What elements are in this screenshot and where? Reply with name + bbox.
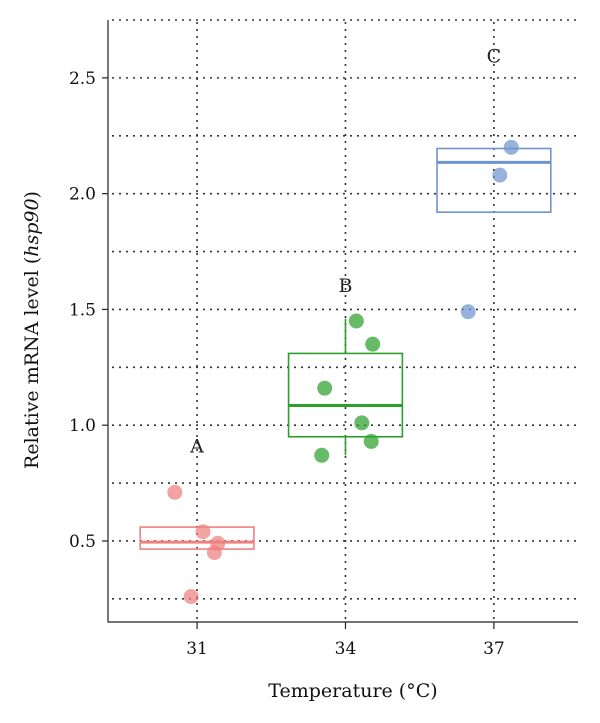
- data-point: [460, 304, 476, 320]
- data-point: [363, 433, 379, 449]
- y-axis-title-suffix: ): [21, 191, 43, 198]
- x-axis-title: Temperature (°C): [268, 680, 437, 702]
- significance-letter: C: [487, 45, 502, 67]
- box-34: [287, 352, 404, 438]
- y-axis-title: Relative mRNA level (hsp90): [21, 191, 43, 469]
- x-tick-label: 37: [483, 639, 505, 659]
- data-point: [206, 545, 222, 561]
- x-tick-label: 34: [335, 639, 357, 659]
- data-point: [195, 524, 211, 540]
- data-point: [492, 167, 508, 183]
- y-tick-label: 2.5: [69, 69, 96, 89]
- label-layer: Temperature (°C) Relative mRNA level (hs…: [21, 45, 505, 702]
- y-tick-label: 2.0: [69, 185, 96, 205]
- y-tick-label: 1.0: [69, 416, 96, 436]
- box-31: [139, 526, 255, 550]
- data-point: [503, 139, 519, 155]
- data-point: [317, 380, 333, 396]
- axis-layer: [102, 20, 578, 629]
- grid-layer: [112, 19, 578, 620]
- data-point: [348, 313, 364, 329]
- x-tick-label: 31: [186, 639, 208, 659]
- axis-frame: [107, 20, 578, 623]
- y-tick-label: 0.5: [69, 532, 96, 552]
- data-point: [365, 336, 381, 352]
- y-axis-title-prefix: Relative mRNA level (: [21, 257, 43, 469]
- data-point: [183, 589, 199, 605]
- data-point: [167, 484, 183, 500]
- significance-letter: B: [338, 275, 352, 297]
- point-layer: [167, 139, 519, 605]
- box-37: [436, 147, 552, 213]
- data-point: [314, 447, 330, 463]
- y-axis-title-italic: hsp90: [21, 198, 43, 256]
- box-layer: [139, 147, 552, 550]
- y-tick-label: 1.5: [69, 300, 96, 320]
- data-point: [354, 415, 370, 431]
- significance-letter: A: [189, 435, 204, 457]
